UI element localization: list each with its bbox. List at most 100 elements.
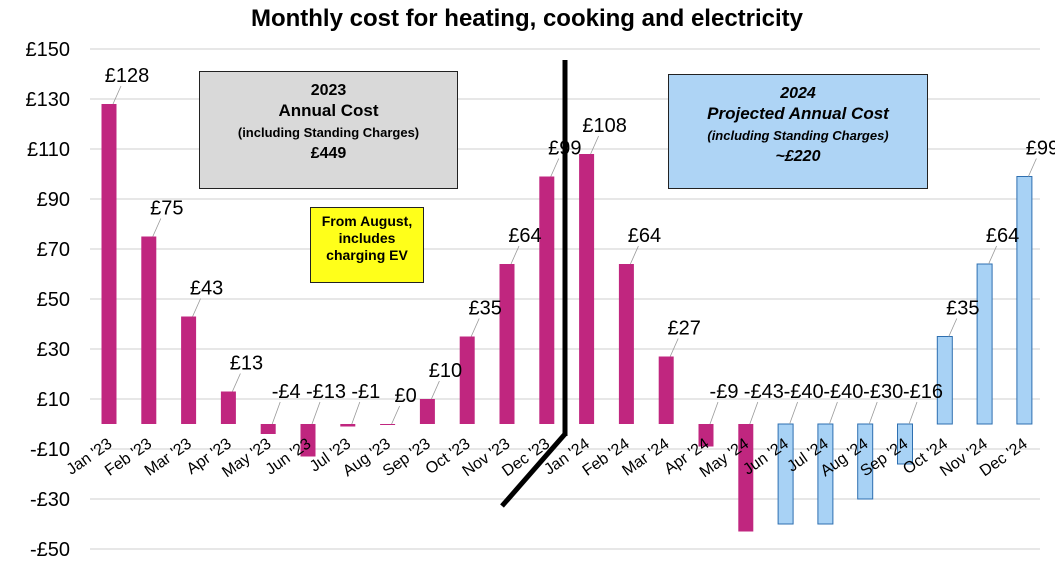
y-tick-label: -£30: [30, 489, 70, 511]
box-2023-subtitle: (including Standing Charges): [237, 125, 420, 140]
ev-note-line3: charging EV: [326, 247, 408, 263]
box-2024-subtitle: (including Standing Charges): [707, 128, 889, 143]
data-label: -£9: [710, 381, 739, 403]
data-label-leader: [988, 245, 997, 265]
bar-5: [300, 424, 316, 457]
box-2023-total: £449: [310, 145, 347, 162]
y-tick-label: -£50: [30, 539, 70, 561]
data-label: -£40: [823, 381, 863, 403]
year-divider-line-diagonal: [500, 432, 567, 508]
projected-cost-2024-box: 2024 Projected Annual Cost (including St…: [668, 74, 928, 189]
data-label-leader: [908, 401, 918, 425]
data-label-leaders: [112, 85, 1037, 425]
data-label-leader: [311, 401, 321, 425]
data-label-leader: [868, 401, 878, 425]
data-label: £108: [582, 115, 627, 137]
data-label-leader: [351, 401, 361, 425]
data-label: £27: [668, 318, 701, 340]
data-label: £0: [394, 385, 416, 407]
data-label-leader: [192, 298, 201, 317]
data-label: -£4: [272, 381, 301, 403]
data-label: £64: [628, 225, 661, 247]
bar-7: [380, 424, 396, 425]
box-2023-year: 2023: [310, 82, 347, 99]
box-2023-title: Annual Cost: [278, 101, 379, 120]
x-tick-label: Jun '23: [263, 435, 315, 478]
bar-12: [579, 154, 595, 424]
data-label-leader: [152, 218, 162, 237]
bar-4: [260, 424, 276, 434]
bar-18: [817, 423, 834, 525]
data-label: -£30: [863, 381, 903, 403]
ev-note-line1: From August,: [321, 213, 413, 229]
data-label-leader: [431, 380, 440, 400]
y-tick-label: £150: [26, 39, 71, 61]
data-label-leader: [789, 401, 798, 425]
data-label: £35: [946, 298, 979, 320]
chart-title: Monthly cost for heating, cooking and el…: [251, 5, 804, 32]
data-label-leader: [1028, 158, 1037, 177]
data-label: -£13: [306, 381, 346, 403]
bar-22: [976, 263, 993, 425]
bar-19: [857, 423, 874, 500]
y-tick-label: £50: [37, 289, 70, 311]
data-label: £10: [429, 360, 462, 382]
data-label: £128: [105, 65, 150, 87]
bar-23: [1016, 176, 1033, 425]
bar-3: [220, 391, 236, 424]
data-label: £13: [230, 353, 263, 375]
data-label-leader: [112, 85, 122, 105]
bar-21: [936, 336, 953, 425]
y-tick-label: -£10: [30, 439, 70, 461]
bar-0: [101, 104, 117, 424]
data-label-leader: [669, 338, 679, 357]
annual-cost-2023-box: 2023 Annual Cost (including Standing Cha…: [199, 71, 458, 189]
data-label-leader: [550, 158, 560, 177]
ev-note-line2: includes: [338, 230, 396, 246]
bar-13: [618, 264, 634, 424]
bar-10: [499, 264, 515, 424]
y-tick-label: £110: [27, 139, 70, 161]
bar-15: [698, 424, 714, 447]
data-label-leader: [271, 401, 281, 425]
data-label-leader: [709, 401, 719, 425]
data-label-leader: [510, 245, 520, 265]
data-label-leader: [948, 318, 958, 337]
bar-6: [340, 424, 356, 427]
data-label: £75: [150, 198, 183, 220]
y-tick-label: £30: [37, 339, 70, 361]
data-label: £99: [1026, 138, 1055, 160]
data-label: -£16: [903, 381, 943, 403]
data-label: -£1: [351, 381, 380, 403]
bar-2: [181, 316, 197, 424]
y-tick-label: £90: [37, 189, 70, 211]
data-label-leader: [829, 401, 838, 425]
bar-16: [738, 424, 754, 532]
bar-8: [419, 399, 435, 424]
data-label: £35: [469, 298, 502, 320]
data-label-leader: [630, 245, 639, 265]
bar-1: [141, 236, 157, 424]
data-label-leader: [590, 135, 599, 155]
bar-11: [539, 176, 555, 424]
y-axis-ticks: £150 £130 £110 £90 £70 £50 £30 £10 -£10 -£30 -£50: [26, 39, 71, 561]
box-2024-year: 2024: [780, 85, 816, 102]
data-label-leader: [470, 318, 480, 337]
data-label: -£40: [784, 381, 824, 403]
data-label: £64: [986, 225, 1019, 247]
data-label: -£43: [744, 381, 784, 403]
data-label-leader: [232, 373, 241, 392]
box-2024-total: ~£220: [775, 148, 821, 165]
bar-17: [777, 423, 794, 525]
box-2024-title: Projected Annual Cost: [707, 104, 889, 123]
data-label: £64: [508, 225, 541, 247]
bar-14: [658, 356, 674, 424]
y-tick-label: £10: [37, 389, 70, 411]
data-labels: £128 £75 £43 £13 -£4-£13-£1 £0 £10 £35 £64 £99 £10…: [105, 65, 1055, 407]
bars: [101, 104, 1033, 532]
y-tick-label: £130: [26, 89, 71, 111]
data-label-leader: [391, 405, 400, 425]
y-tick-label: £70: [37, 239, 70, 261]
